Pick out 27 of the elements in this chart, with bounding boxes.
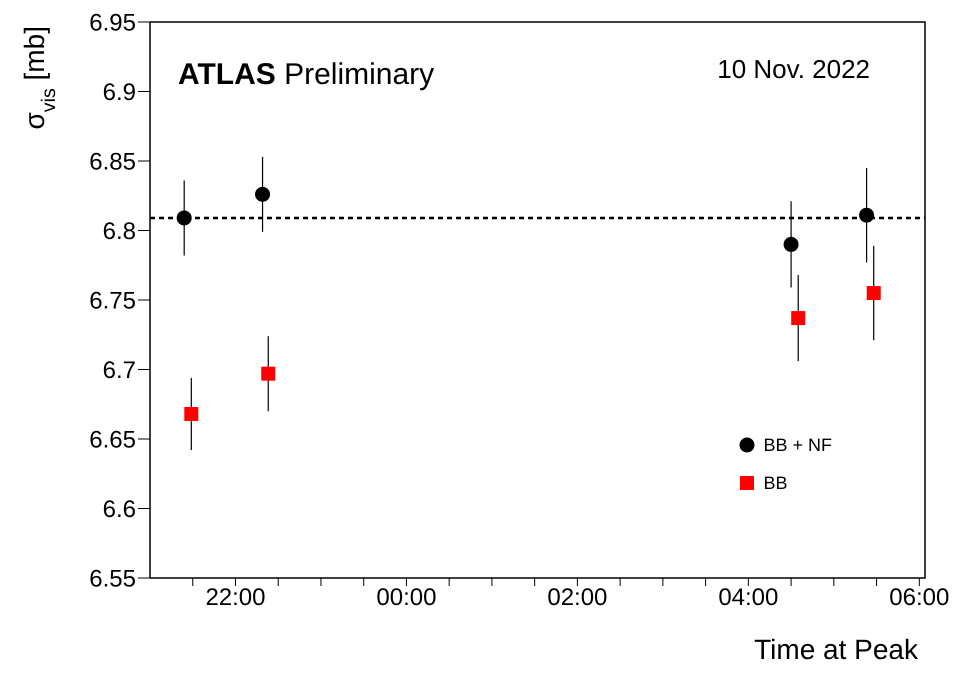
point (184, 406, 198, 421)
point (261, 366, 276, 381)
y-tick-label: 6.75 (89, 288, 136, 315)
y-tick-label: 6.6 (102, 496, 136, 524)
point (255, 186, 270, 202)
x-tick-label: 06:00 (889, 584, 950, 612)
y-tick-label: 6.55 (89, 566, 136, 593)
y-tick-label: 6.7 (102, 357, 136, 384)
x-tick-label: 02:00 (547, 584, 608, 612)
x-tick-label: 00:00 (376, 584, 436, 612)
point (784, 236, 799, 252)
point (866, 286, 881, 300)
y-tick-label: 6.9 (102, 79, 136, 106)
y-tick-label: 6.85 (89, 148, 136, 176)
x-tick-label: 22:00 (205, 584, 266, 612)
legend-label: BB (763, 472, 788, 494)
point (176, 210, 192, 226)
y-tick-label: 6.95 (89, 10, 136, 37)
y-tick-label: 6.8 (102, 218, 136, 246)
legend-label: BB + NF (763, 434, 832, 456)
annotation: ATLAS Preliminary (178, 58, 434, 91)
x-axis-title: Time at Peak (754, 634, 919, 665)
annotation: 10 Nov. 2022 (717, 54, 870, 84)
point (859, 208, 874, 223)
y-tick-label: 6.65 (89, 426, 136, 454)
point (791, 311, 806, 326)
x-tick-label: 04:00 (718, 584, 778, 612)
